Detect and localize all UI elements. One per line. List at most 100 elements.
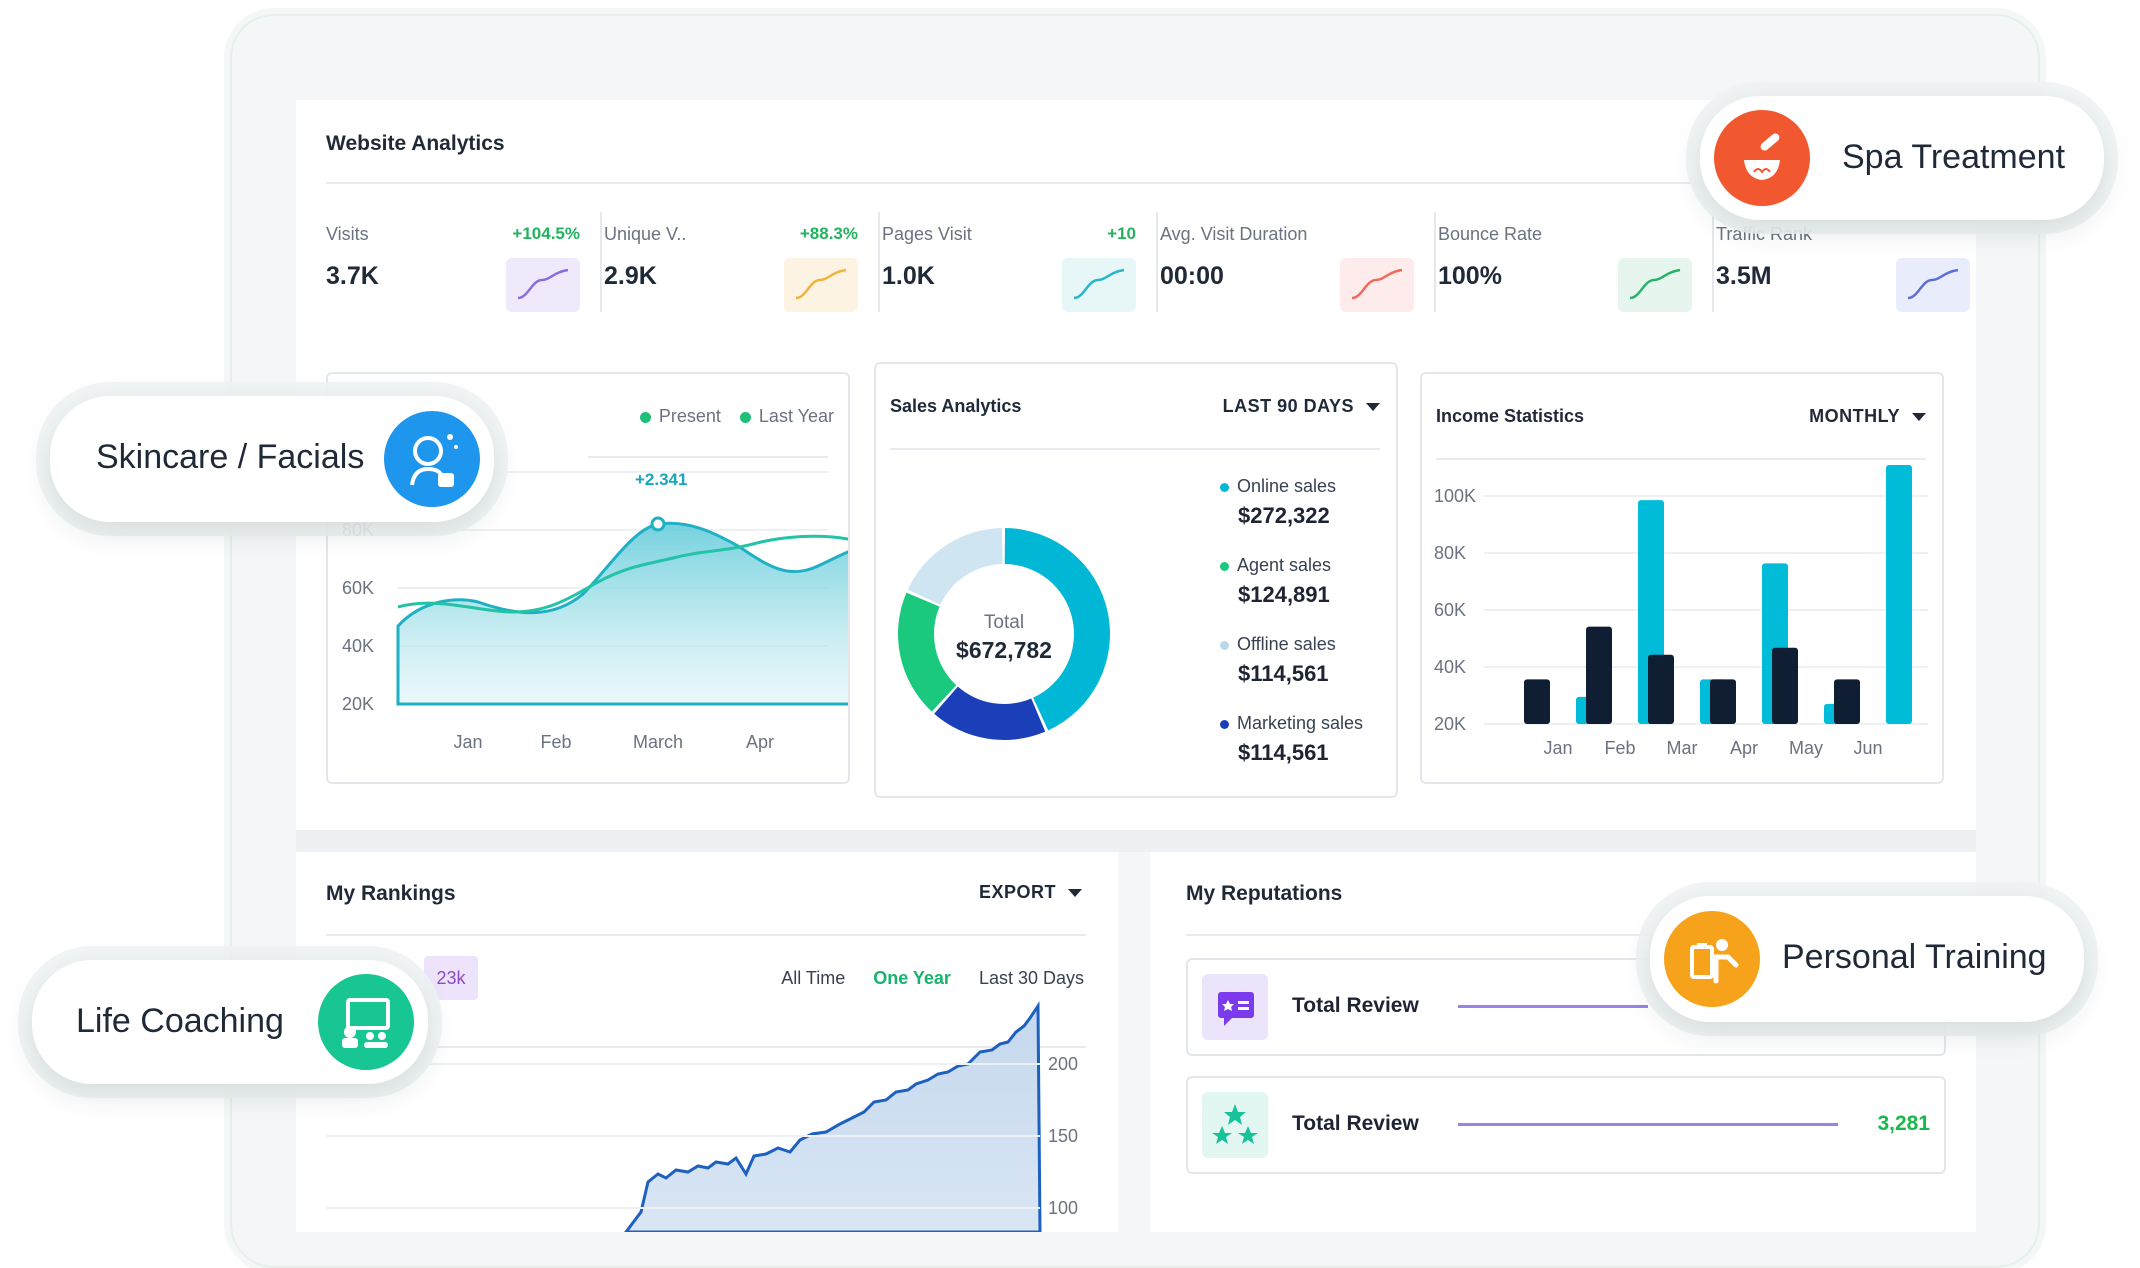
income-bar[interactable] xyxy=(1524,679,1550,724)
reputation-bar xyxy=(1458,1123,1838,1126)
face-mask-icon xyxy=(384,411,480,507)
personal-training-badge[interactable]: Personal Training xyxy=(1650,896,2084,1022)
stat-label: Pages Visit xyxy=(882,224,972,244)
filter-tab[interactable]: All Time xyxy=(781,968,846,988)
y-tick-label: 80K xyxy=(1434,543,1466,563)
x-tick-label: Mar xyxy=(1667,738,1698,758)
stat-value: 2.9K xyxy=(604,262,657,290)
sales-analytics-title: Sales Analytics xyxy=(890,396,1022,416)
rank-filters: All Time One Year Last 30 Days xyxy=(753,968,1084,989)
sales-legend-item: Marketing sales $114,561 xyxy=(1220,713,1390,766)
annotation-point[interactable] xyxy=(650,516,666,532)
stat-value: 00:00 xyxy=(1160,262,1224,290)
sales-legend-item: Agent sales $124,891 xyxy=(1220,555,1390,608)
income-bar[interactable] xyxy=(1772,647,1798,724)
chat-star-icon xyxy=(1202,974,1268,1040)
y-tick-label: 40K xyxy=(342,636,374,656)
stat-5[interactable]: Traffic Rank 3.5M xyxy=(1716,212,1992,322)
income-bar-chart: 20K 40K 60K 80K 100K Jan Feb Mar Apr May Jun xyxy=(1434,465,1928,758)
y-tick-label: 100K xyxy=(1434,486,1476,506)
website-analytics-title: Website Analytics xyxy=(326,132,505,155)
income-bar[interactable] xyxy=(1886,465,1912,724)
donut-total-value: $672,782 xyxy=(956,637,1052,663)
spa-treatment-badge[interactable]: Spa Treatment xyxy=(1700,96,2104,220)
x-tick-label: Feb xyxy=(540,732,571,752)
stat-label: Traffic Rank xyxy=(1716,224,1813,244)
x-tick-label: May xyxy=(1789,738,1823,758)
sparkline-icon xyxy=(1340,258,1414,312)
donut-total-label: Total xyxy=(984,612,1024,633)
filter-tab[interactable]: One Year xyxy=(873,968,951,988)
sales-legend-item: Offline sales $114,561 xyxy=(1220,634,1390,687)
sales-value: $114,561 xyxy=(1238,740,1329,765)
annotation-label: +2.341 xyxy=(635,470,687,489)
stat-value: 100% xyxy=(1438,262,1502,290)
income-bar[interactable] xyxy=(1834,679,1860,724)
donut-slice[interactable] xyxy=(898,592,957,712)
lower-divider xyxy=(296,830,1976,852)
stat-label: Bounce Rate xyxy=(1438,224,1543,244)
stat-3[interactable]: Avg. Visit Duration 00:00 xyxy=(1160,212,1436,322)
badge-label: Skincare / Facials xyxy=(96,438,365,476)
legend-dot xyxy=(639,411,651,423)
income-bar[interactable] xyxy=(1586,626,1612,724)
legend-dot xyxy=(1220,640,1229,650)
trainer-clipboard-icon xyxy=(1664,911,1760,1007)
badge-label: Spa Treatment xyxy=(1842,138,2066,176)
reputation-label: Total Review xyxy=(1292,1112,1419,1135)
stat-divider xyxy=(878,212,880,312)
y-tick-label: 20K xyxy=(1434,714,1466,734)
sales-value: $272,322 xyxy=(1238,503,1330,528)
skincare-badge[interactable]: Skincare / Facials xyxy=(50,396,494,522)
stat-4[interactable]: Bounce Rate 100% xyxy=(1438,212,1714,322)
legend-dot xyxy=(1220,719,1229,729)
sales-legend-item: Online sales $272,322 xyxy=(1220,476,1390,529)
income-bar[interactable] xyxy=(1648,654,1674,724)
rank-badge: 23k xyxy=(424,956,478,1000)
export-dropdown[interactable]: EXPORT xyxy=(979,882,1082,903)
sparkline-icon xyxy=(1062,258,1136,312)
y-tick-label: 150 xyxy=(1048,1126,1078,1146)
y-tick-label: 200 xyxy=(1048,1054,1078,1074)
rank-area xyxy=(624,1001,1042,1232)
y-tick-label: 40K xyxy=(1434,657,1466,677)
donut-slice[interactable] xyxy=(907,528,1003,605)
y-tick-label: 60K xyxy=(1434,600,1466,620)
chevron-down-icon xyxy=(1912,413,1926,422)
income-bar[interactable] xyxy=(1710,679,1736,724)
x-tick-label: Apr xyxy=(1730,738,1758,758)
donut-slice[interactable] xyxy=(1004,528,1110,731)
stats-row: Visits +104.5% 3.7K Unique V.. +88.3% 2.9K Pag… xyxy=(326,212,1976,322)
x-tick-label: Jun xyxy=(1853,738,1882,758)
stat-label: Visits xyxy=(326,224,369,244)
range-dropdown[interactable]: LAST 90 DAYS xyxy=(1223,396,1380,417)
income-statistics-card: Income Statistics MONTHLY 20K 40K 60K 80K 10… xyxy=(1420,372,1944,784)
reputation-row-2[interactable]: Total Review 3,281 xyxy=(1186,1076,1946,1174)
present-area xyxy=(396,521,848,706)
website-analytics-panel: Website Analytics Visits +104.5% 3.7K Uniqu… xyxy=(296,100,1976,830)
donut-slice[interactable] xyxy=(934,686,1046,740)
visits-area-chart: +2.341 20K 40K 60K 80K Jan Feb March Apr xyxy=(342,470,848,752)
chevron-down-icon xyxy=(1068,889,1082,898)
monthly-dropdown[interactable]: MONTHLY xyxy=(1809,406,1926,427)
sales-legend: Online sales $272,322 Agent sales $124,891 O… xyxy=(1220,476,1390,792)
chart-legend: Present Last Year xyxy=(639,406,834,427)
sales-analytics-card: Sales Analytics LAST 90 DAYS Total $672,… xyxy=(874,362,1398,798)
x-tick-label: Feb xyxy=(1604,738,1635,758)
badge-label: Life Coaching xyxy=(76,1002,284,1040)
life-coaching-badge[interactable]: Life Coaching xyxy=(32,960,428,1084)
x-tick-label: March xyxy=(633,732,683,752)
stat-divider xyxy=(1712,212,1714,312)
x-tick-label: Apr xyxy=(746,732,774,752)
legend-dot xyxy=(739,411,751,423)
stat-0[interactable]: Visits +104.5% 3.7K xyxy=(326,212,602,322)
stat-divider xyxy=(1434,212,1436,312)
sparkline-icon xyxy=(1618,258,1692,312)
filter-tab[interactable]: Last 30 Days xyxy=(978,968,1084,988)
stat-value: 1.0K xyxy=(882,262,935,290)
stat-2[interactable]: Pages Visit +10 1.0K xyxy=(882,212,1158,322)
stat-1[interactable]: Unique V.. +88.3% 2.9K xyxy=(604,212,880,322)
reputation-bar xyxy=(1458,1005,1648,1008)
reputation-value: 3,281 xyxy=(1877,1112,1930,1135)
stat-divider xyxy=(600,212,602,312)
